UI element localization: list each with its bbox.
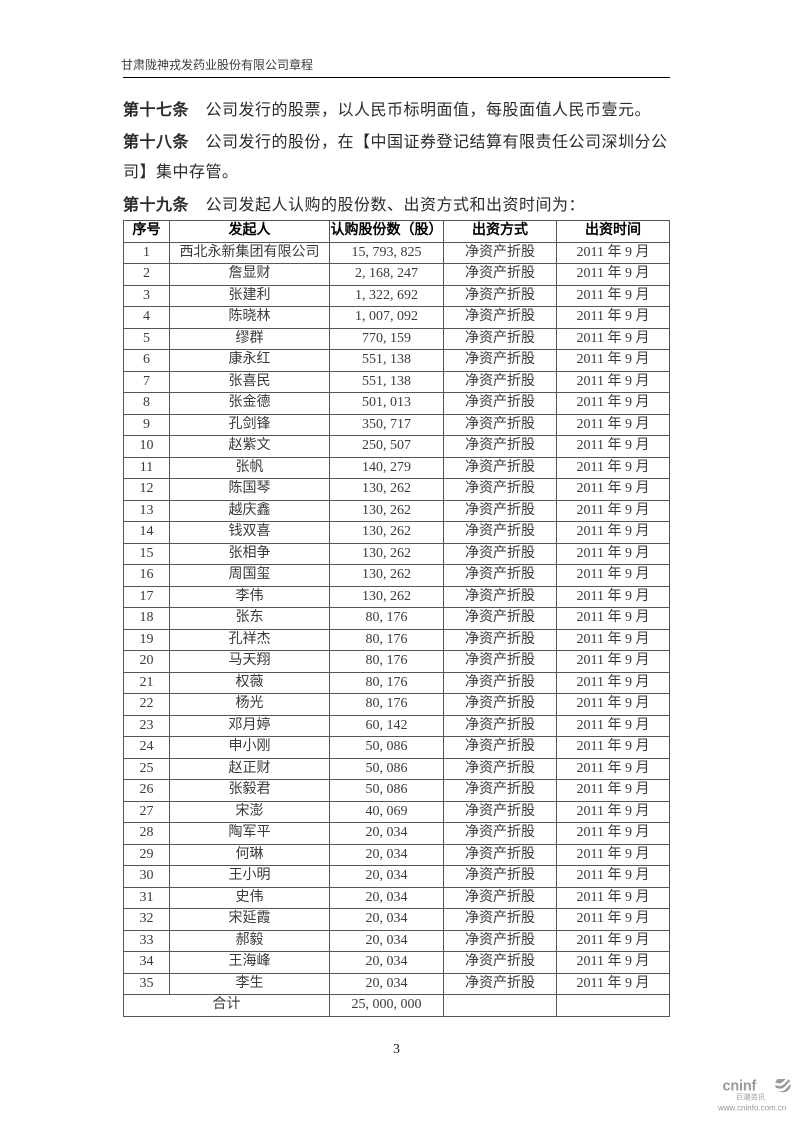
svg-text:www.cninfo.com.cn: www.cninfo.com.cn	[718, 1103, 786, 1111]
svg-text:巨潮资讯: 巨潮资讯	[736, 1092, 766, 1101]
